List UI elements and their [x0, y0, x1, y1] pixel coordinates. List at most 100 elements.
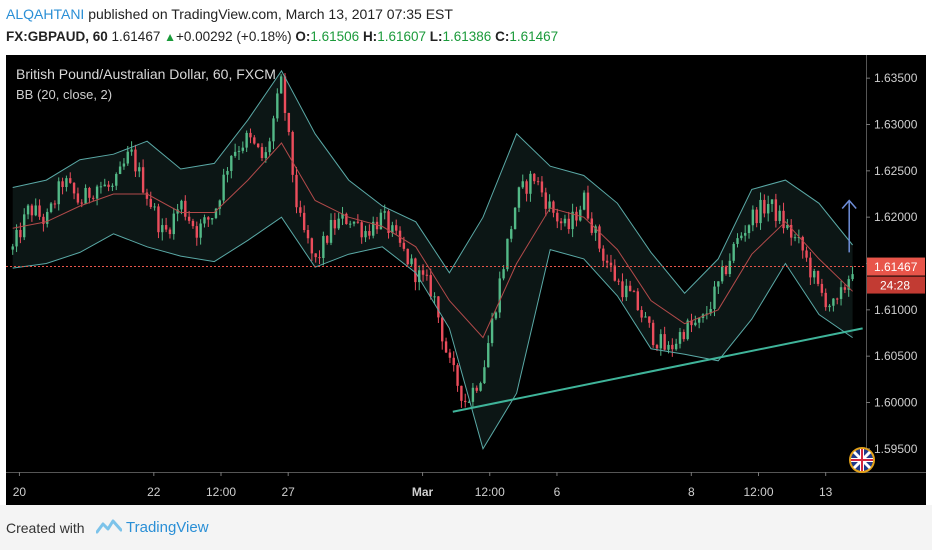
candle	[590, 212, 593, 236]
candle-body	[709, 308, 712, 314]
candle-body	[517, 187, 521, 208]
candle-body	[214, 208, 218, 219]
candle	[176, 203, 179, 222]
candle-body	[61, 181, 64, 188]
price-change: +0.00292 (+0.18%)	[176, 29, 292, 44]
candle	[770, 199, 774, 212]
candle	[743, 225, 747, 242]
candle-body	[732, 243, 735, 261]
candle-body	[847, 279, 850, 290]
candle	[487, 335, 490, 368]
candle	[115, 172, 118, 191]
candle-body	[851, 274, 854, 280]
published-text: published on TradingView.com, March 13, …	[88, 6, 453, 22]
candle	[61, 177, 64, 195]
high-value: 1.61607	[377, 29, 426, 44]
candle	[214, 207, 218, 220]
candle-body	[161, 225, 164, 233]
candle-body	[153, 206, 156, 208]
up-triangle-icon: ▲	[164, 30, 176, 44]
current-price-badge-label: 1.61467	[874, 260, 918, 274]
candle	[563, 214, 567, 227]
candle-body	[145, 192, 149, 199]
candle	[276, 88, 279, 122]
candle-body	[314, 253, 317, 258]
candle-body	[237, 150, 241, 152]
candle	[314, 253, 317, 263]
candle	[736, 233, 739, 248]
candle-body	[138, 167, 141, 172]
candle-body	[99, 186, 103, 188]
candle	[46, 208, 49, 228]
candle	[475, 385, 478, 393]
candle-body	[172, 213, 175, 235]
candle	[341, 206, 344, 226]
price-tick-label: 1.61000	[874, 303, 918, 317]
candle-body	[176, 209, 179, 214]
candle	[778, 205, 781, 224]
candle	[805, 246, 808, 262]
candle	[153, 203, 156, 211]
candle-body	[651, 322, 655, 346]
chart-area[interactable]: 1.635001.630001.625001.620001.615001.610…	[6, 55, 926, 505]
candle	[19, 222, 22, 244]
candle-body	[72, 182, 76, 194]
candle-body	[272, 118, 275, 142]
candle	[782, 202, 785, 234]
candle-body	[843, 287, 847, 290]
candle-body	[53, 203, 57, 205]
candle	[540, 176, 544, 197]
candle	[387, 209, 390, 239]
author-link[interactable]: ALQAHTANI	[6, 6, 85, 22]
candle-body	[602, 248, 605, 261]
candle-body	[510, 229, 513, 239]
candle-body	[628, 285, 632, 292]
candle-body	[663, 334, 666, 350]
candle	[517, 186, 521, 213]
candle-body	[118, 166, 122, 175]
candle-body	[813, 271, 816, 278]
candle-body	[598, 226, 601, 249]
candle-body	[548, 201, 551, 209]
candle-body	[460, 385, 463, 401]
candle	[26, 203, 30, 220]
candle	[510, 225, 513, 243]
candle	[299, 200, 302, 217]
footer: Created with TradingView	[0, 505, 932, 550]
candle-body	[659, 334, 663, 349]
indicator-label[interactable]: BB (20, close, 2)	[16, 87, 113, 102]
candle	[391, 221, 394, 237]
candle-body	[337, 218, 340, 229]
candle	[283, 73, 287, 121]
candle	[533, 173, 536, 185]
candle-body	[824, 292, 827, 308]
candle-body	[122, 163, 126, 167]
candle-body	[299, 207, 302, 213]
candle-body	[801, 237, 804, 251]
candle-body	[713, 286, 716, 309]
candle-body	[487, 343, 490, 368]
candle	[728, 253, 732, 277]
candle	[360, 220, 363, 244]
candle-body	[763, 199, 766, 214]
chart-title: British Pound/Australian Dollar, 60, FXC…	[16, 66, 276, 82]
candle-body	[678, 332, 682, 344]
candle	[471, 383, 475, 408]
candle	[207, 216, 210, 227]
tradingview-brand-link[interactable]: TradingView	[126, 519, 209, 536]
candle-body	[360, 222, 363, 238]
candle	[575, 206, 578, 227]
price-chart[interactable]: 1.635001.630001.625001.620001.615001.610…	[6, 55, 926, 505]
candle-body	[368, 231, 371, 236]
candle-body	[648, 316, 651, 323]
candle	[820, 278, 824, 297]
candle-body	[395, 225, 398, 231]
tradingview-logo-icon[interactable]	[96, 518, 122, 536]
candle-body	[134, 149, 137, 172]
candle-body	[770, 199, 774, 204]
candle	[598, 224, 601, 253]
candle	[352, 221, 356, 227]
candle-body	[111, 185, 114, 187]
candle-body	[513, 207, 517, 230]
candle	[134, 144, 137, 177]
